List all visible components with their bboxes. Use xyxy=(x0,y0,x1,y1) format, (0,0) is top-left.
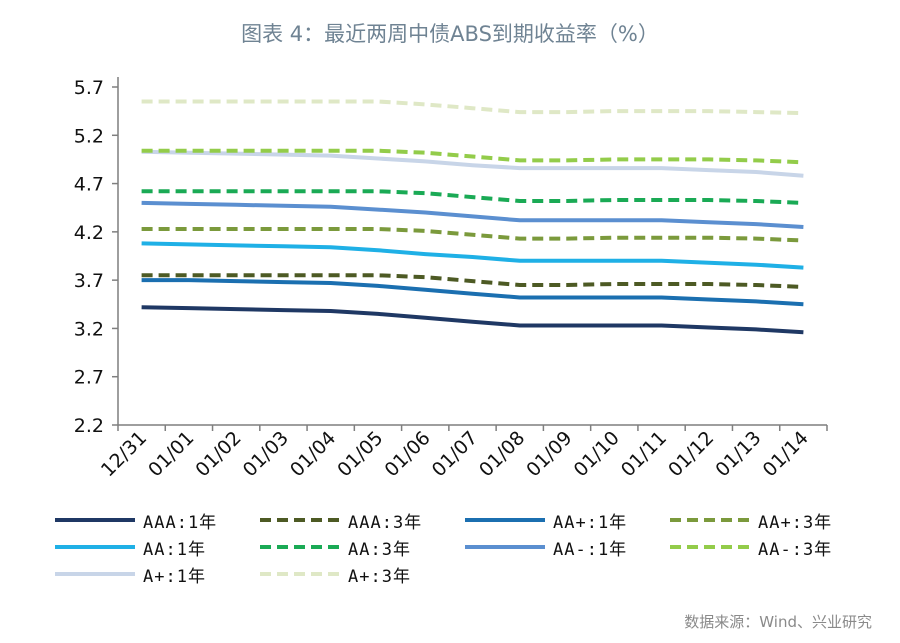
legend-label: AAA:3年 xyxy=(348,512,423,533)
legend-label: AA-:3年 xyxy=(758,539,833,560)
y-tick-label: 5.7 xyxy=(74,77,104,99)
x-tick-label: 01/03 xyxy=(239,427,293,481)
x-tick-label: 01/09 xyxy=(522,427,576,481)
legend-swatch xyxy=(670,545,750,549)
legend-label: AA:3年 xyxy=(348,539,411,560)
y-tick-label: 3.7 xyxy=(74,270,104,292)
y-tick-label: 3.2 xyxy=(74,318,104,340)
legend-swatch xyxy=(260,572,340,576)
y-tick-label: 5.2 xyxy=(74,125,104,147)
series-line xyxy=(141,241,804,270)
legend-swatch xyxy=(55,518,135,522)
legend-swatch xyxy=(465,545,545,549)
legend-swatch xyxy=(670,518,750,522)
y-tick-label: 2.2 xyxy=(74,415,104,437)
y-tick-label: 4.2 xyxy=(74,222,104,244)
chart-axes xyxy=(117,77,827,426)
legend-label: AA+:1年 xyxy=(553,512,628,533)
series-line xyxy=(141,273,804,289)
x-tick-label: 01/07 xyxy=(428,427,482,481)
x-axis-ticks: 12/3101/0101/0201/0301/0401/0501/0601/07… xyxy=(97,425,828,481)
x-tick-label: 01/08 xyxy=(475,427,529,481)
legend-label: AA+:3年 xyxy=(758,512,833,533)
legend-item: A+:1年 xyxy=(55,562,206,587)
x-tick-label: 01/05 xyxy=(333,427,387,481)
series-line xyxy=(141,149,804,178)
x-tick-label: 01/02 xyxy=(191,427,245,481)
series-line xyxy=(141,148,804,165)
legend-swatch xyxy=(260,545,340,549)
legend-label: AAA:1年 xyxy=(143,512,218,533)
legend-item: AA:3年 xyxy=(260,535,411,560)
legend-label: AA:1年 xyxy=(143,539,206,560)
series-line xyxy=(141,227,804,243)
legend-label: A+:3年 xyxy=(348,566,411,587)
legend-item: AA-:3年 xyxy=(670,535,833,560)
x-tick-label: 01/04 xyxy=(286,427,340,481)
data-source-note: 数据来源：Wind、兴业研究 xyxy=(684,613,872,631)
legend-label: AA-:1年 xyxy=(553,539,628,560)
legend-swatch xyxy=(55,572,135,576)
x-tick-label: 01/06 xyxy=(380,427,434,481)
legend-item: AA:1年 xyxy=(55,535,206,560)
y-tick-label: 4.7 xyxy=(74,174,104,196)
x-tick-label: 01/12 xyxy=(664,427,718,481)
legend-label: A+:1年 xyxy=(143,566,206,587)
legend-item: AA+:1年 xyxy=(465,508,628,533)
x-tick-label: 01/11 xyxy=(617,427,671,481)
line-chart: 2.2 2.7 3.2 3.7 4.2 4.7 5.2 5.7 12/3101/0101/02… xyxy=(74,77,828,481)
x-tick-label: 01/14 xyxy=(759,427,813,481)
x-tick-label: 01/01 xyxy=(144,427,198,481)
y-axis-ticks: 2.2 2.7 3.2 3.7 4.2 4.7 5.2 5.7 xyxy=(74,77,118,437)
x-tick-label: 01/10 xyxy=(570,427,624,481)
legend-swatch xyxy=(55,545,135,549)
x-tick-label: 12/31 xyxy=(97,427,151,481)
legend-swatch xyxy=(260,518,340,522)
series-line xyxy=(141,99,804,116)
legend-item: AAA:1年 xyxy=(55,508,218,533)
legend-item: A+:3年 xyxy=(260,562,411,587)
series-line xyxy=(141,189,804,205)
legend-swatch xyxy=(465,518,545,522)
legend-item: AA+:3年 xyxy=(670,508,833,533)
x-tick-label: 01/13 xyxy=(711,427,765,481)
legend-item: AAA:3年 xyxy=(260,508,423,533)
series-line xyxy=(141,305,804,335)
series-lines xyxy=(141,99,804,335)
series-line xyxy=(141,278,804,307)
chart-title: 图表 4：最近两周中债ABS到期收益率（%） xyxy=(241,22,659,46)
series-line xyxy=(141,200,804,229)
legend-item: AA-:1年 xyxy=(465,535,628,560)
y-tick-label: 2.7 xyxy=(74,367,104,389)
